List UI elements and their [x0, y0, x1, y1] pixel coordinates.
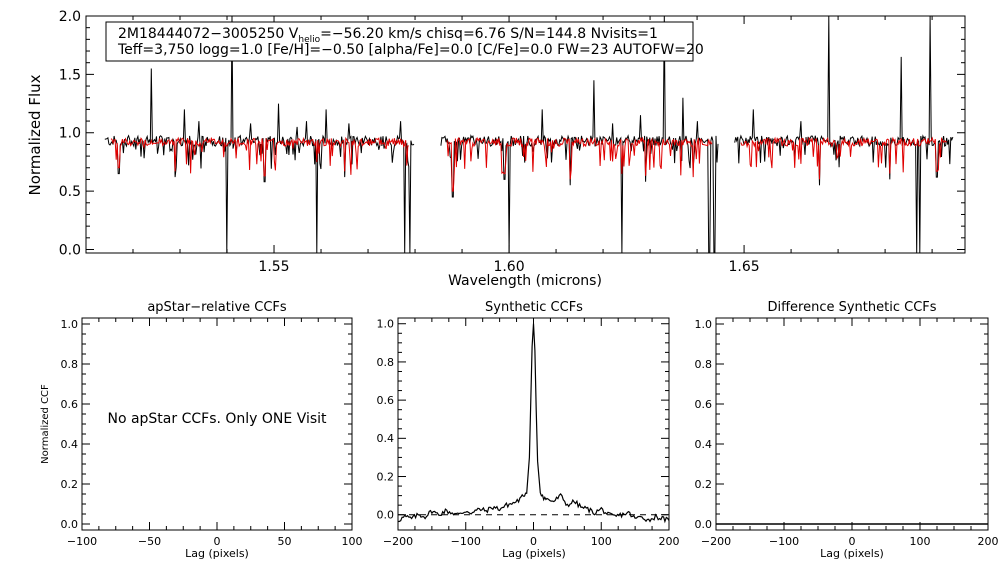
synthetic-ccf-ytick-label: 0.0: [377, 509, 395, 522]
synthetic-ccf-xtick-label: 0: [530, 535, 537, 548]
synthetic-ccf-ytick-label: 1.0: [377, 318, 395, 331]
difference-ccf-xtick-label: 0: [849, 535, 856, 548]
spectrum-data: [104, 15, 954, 254]
difference-ccf-ticks: [715, 318, 989, 530]
apstar-ccf-xtick-label: −50: [138, 535, 161, 548]
difference-ccf-ytick-label: 0.2: [695, 478, 713, 491]
spectrum-xtick-label: 1.65: [728, 259, 759, 275]
apstar-ccf-ytick-label: 0.8: [61, 358, 79, 371]
apstar-ccf-ytick-label: 1.0: [61, 318, 79, 331]
apstar-ccf-ytick-label: 0.4: [61, 438, 79, 451]
apstar-ccf-xtick-label: 100: [342, 535, 363, 548]
spectrum-panel: 1.55 1.60 1.65 0.0 0.5 1.0 1.5 2.0 2M18444072−3…: [26, 9, 966, 289]
model-spectrum-line: [110, 136, 947, 192]
synthetic-ccf-tick-labels: −200 −100 0 100 200 0.0 0.2 0.4 0.6 0.8 1.0: [377, 318, 680, 548]
apstar-ccf-x-label: Lag (pixels): [185, 547, 249, 560]
legend-box: [105, 21, 694, 62]
difference-ccf-panel: Difference Synthetic CCFs −200 −100 0 100 20…: [695, 300, 999, 560]
difference-ccf-tick-labels: −200 −100 0 100 200 0.0 0.2 0.4 0.6 0.8 1.0: [695, 318, 999, 548]
spectrum-ytick-label: 1.5: [59, 67, 81, 83]
spectrum-tick-labels: 1.55 1.60 1.65 0.0 0.5 1.0 1.5 2.0: [59, 9, 760, 275]
apstar-ccf-xtick-label: 50: [278, 535, 292, 548]
synthetic-ccf-ytick-label: 0.8: [377, 356, 395, 369]
spectrum-xtick-label: 1.60: [493, 259, 524, 275]
synthetic-ccf-xtick-label: 200: [659, 535, 680, 548]
spectrum-x-label: Wavelength (microns): [448, 273, 602, 289]
apstar-ccf-ticks: [81, 318, 353, 530]
synthetic-ccf-panel: Synthetic CCFs −200 −100 0 100 200 0.0 0.2 0.4 0…: [377, 300, 680, 560]
legend-stats: =−56.20 km/s chisq=6.76 S/N=144.8 Nvisit…: [320, 26, 658, 42]
difference-ccf-ytick-label: 0.6: [695, 398, 713, 411]
apstar-ccf-xtick-label: 0: [214, 535, 221, 548]
spectrum-ytick-label: 1.0: [59, 126, 81, 142]
legend-line-1: 2M18444072−3005250 Vhelio=−56.20 km/s ch…: [118, 26, 658, 45]
spectrum-xtick-label: 1.55: [258, 259, 289, 275]
synthetic-ccf-line: [397, 323, 670, 524]
apstar-ccf-y-label: Normalized CCF: [40, 384, 51, 464]
spectrum-ytick-label: 2.0: [59, 9, 81, 25]
apstar-ccf-title: apStar−relative CCFs: [147, 300, 287, 315]
spectrum-ytick-label: 0.5: [59, 184, 81, 200]
spectrum-ytick-label: 0.0: [59, 242, 81, 258]
difference-ccf-xtick-label: −200: [701, 535, 731, 548]
legend-subscript: helio: [298, 35, 320, 45]
difference-ccf-plot-frame: [715, 317, 989, 531]
apstar-ccf-ytick-label: 0.6: [61, 398, 79, 411]
spectrum-legend: 2M18444072−3005250 Vhelio=−56.20 km/s ch…: [105, 21, 704, 62]
synthetic-ccf-ytick-label: 0.2: [377, 470, 395, 483]
legend-star-id: 2M18444072−3005250 V: [118, 26, 299, 42]
synthetic-ccf-x-label: Lag (pixels): [502, 547, 566, 560]
apstar-ccf-tick-labels: −100 −50 0 50 100 0.0 0.2 0.4 0.6 0.8 1.0: [61, 318, 363, 548]
difference-ccf-ytick-label: 0.0: [695, 518, 713, 531]
difference-ccf-ytick-label: 0.8: [695, 358, 713, 371]
apstar-ccf-xtick-label: −100: [67, 535, 97, 548]
spectrum-plot-frame: [85, 15, 966, 254]
synthetic-ccf-plot-frame: [397, 317, 670, 531]
apstar-ccf-annotation: No apStar CCFs. Only ONE Visit: [107, 411, 327, 427]
difference-ccf-xtick-label: 100: [910, 535, 931, 548]
apstar-ccf-ytick-label: 0.2: [61, 478, 79, 491]
difference-ccf-xtick-label: 200: [978, 535, 999, 548]
difference-ccf-title: Difference Synthetic CCFs: [767, 300, 936, 315]
difference-ccf-ytick-label: 0.4: [695, 438, 713, 451]
synthetic-ccf-xtick-label: 100: [591, 535, 612, 548]
synthetic-ccf-xtick-label: −200: [383, 535, 413, 548]
synthetic-ccf-ticks: [397, 318, 670, 530]
legend-line-2: Teff=3,750 logg=1.0 [Fe/H]=−0.50 [alpha/…: [117, 42, 704, 58]
synthetic-ccf-title: Synthetic CCFs: [485, 300, 583, 315]
synthetic-ccf-ytick-label: 0.4: [377, 432, 395, 445]
apstar-ccf-panel: apStar−relative CCFs −100 −50 0 50 100 0.0 0.2…: [40, 300, 363, 560]
difference-ccf-x-label: Lag (pixels): [820, 547, 884, 560]
spectrum-y-label: Normalized Flux: [26, 74, 44, 195]
difference-ccf-ytick-label: 1.0: [695, 318, 713, 331]
apstar-ccf-ytick-label: 0.0: [61, 518, 79, 531]
synthetic-ccf-ytick-label: 0.6: [377, 394, 395, 407]
synthetic-ccf-xtick-label: −100: [451, 535, 481, 548]
difference-ccf-xtick-label: −100: [769, 535, 799, 548]
